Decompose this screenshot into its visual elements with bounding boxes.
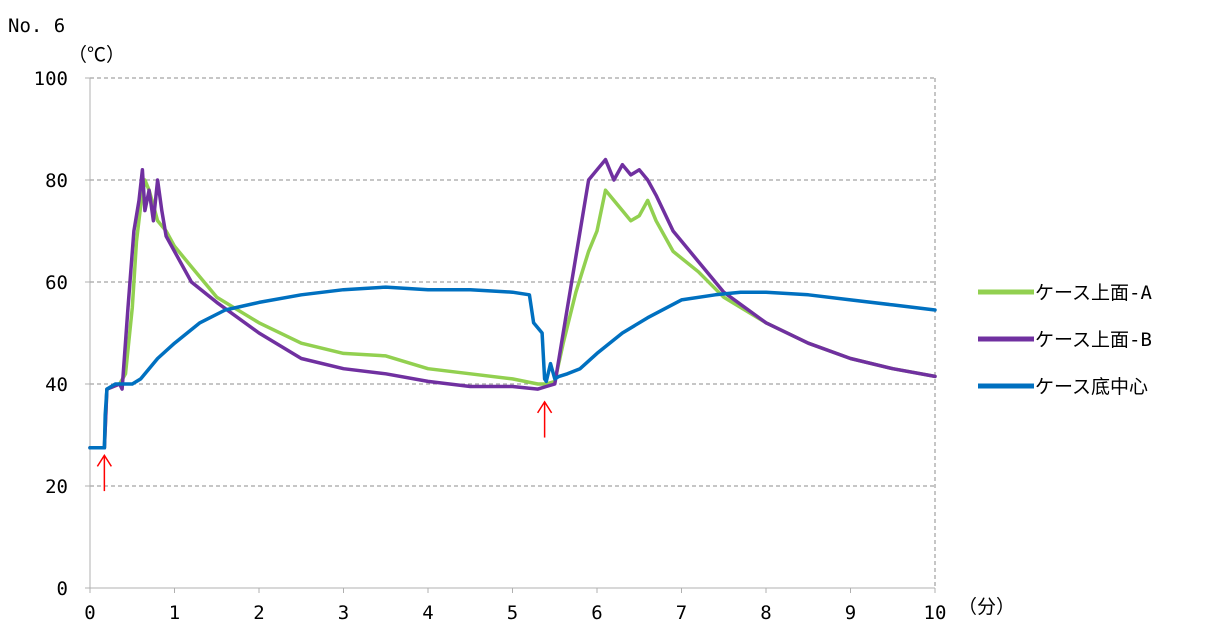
- x-tick-label: 1: [169, 602, 180, 624]
- x-tick-label: 10: [924, 602, 947, 624]
- y-tick-label: 100: [34, 68, 68, 90]
- x-tick-label: 9: [845, 602, 856, 624]
- y-tick-label: 0: [57, 578, 68, 600]
- series-line-1: [88, 178, 937, 450]
- tick-labels: 0 20 40 60 80 100 0 1 2 3 4 5 6 7 8 9 10: [34, 68, 947, 624]
- x-tick-label: 5: [507, 602, 518, 624]
- legend: ケース上面-A ケース上面-B ケース底中心: [978, 282, 1152, 398]
- x-tick-label: 4: [422, 602, 433, 624]
- series-line-3: [88, 285, 937, 450]
- x-tick-label: 2: [253, 602, 264, 624]
- x-tick-label: 7: [676, 602, 687, 624]
- x-tick-label: 3: [338, 602, 349, 624]
- legend-label-2: ケース上面-B: [1035, 329, 1152, 351]
- y-tick-label: 60: [45, 272, 68, 294]
- axes: [85, 77, 936, 593]
- series-lines: [88, 157, 937, 450]
- x-axis-unit-label: （分）: [958, 596, 1015, 618]
- x-tick-label: 0: [84, 602, 95, 624]
- y-axis-unit-label: （℃）: [68, 44, 125, 66]
- annotation-arrows: [96, 400, 553, 492]
- x-tick-label: 6: [591, 602, 602, 624]
- legend-label-3: ケース底中心: [1035, 376, 1148, 398]
- red-arrow-2: [536, 400, 553, 438]
- grid: [90, 77, 936, 588]
- chart-title: No. 6: [8, 15, 65, 37]
- series-line-2: [88, 157, 937, 450]
- red-arrow-1: [96, 454, 112, 492]
- x-tick-label: 8: [760, 602, 771, 624]
- y-tick-label: 20: [45, 476, 68, 498]
- y-tick-label: 40: [45, 374, 68, 396]
- y-tick-label: 80: [45, 170, 68, 192]
- legend-label-1: ケース上面-A: [1035, 282, 1152, 304]
